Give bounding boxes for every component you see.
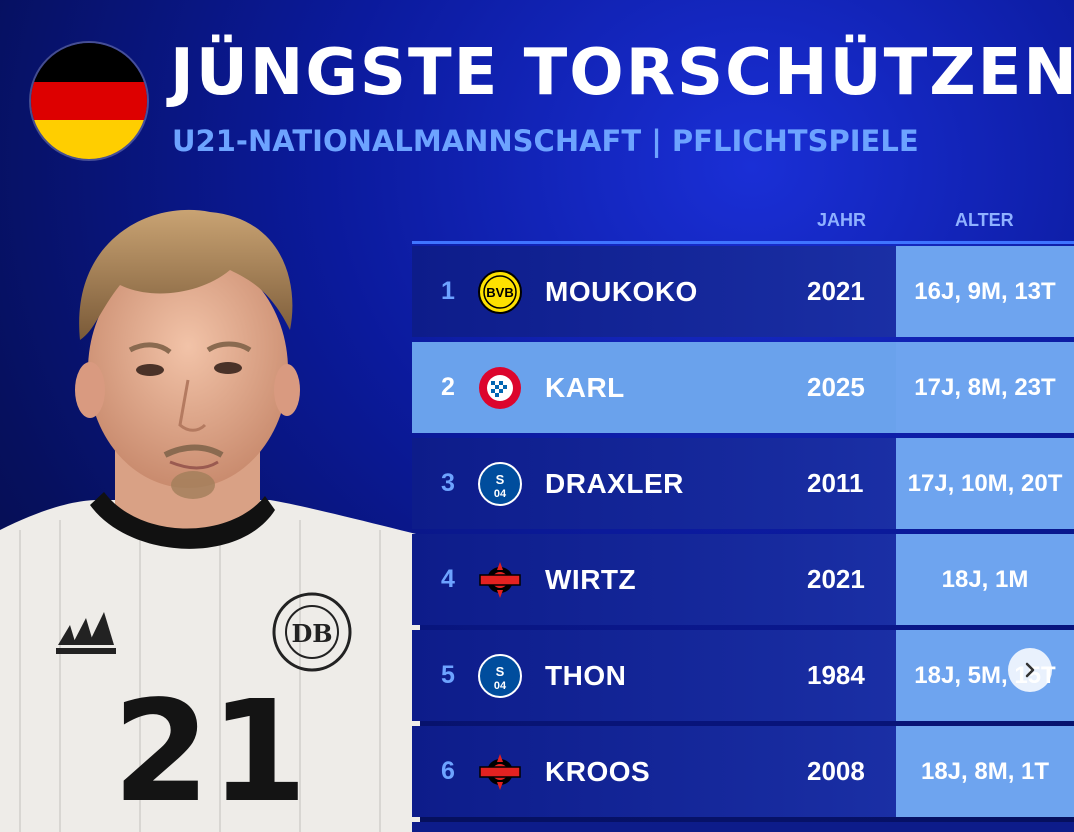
table-row: 6 KROOS 2008 18J, 8M, 1T — [412, 726, 1074, 817]
player-name: THON — [545, 660, 627, 691]
row-age: 18J, 1M — [941, 566, 1029, 593]
leverkusen-crest-icon — [479, 754, 521, 790]
table-row: 2 KARL 2025 17J, 8M, 23T — [412, 342, 1074, 433]
germany-flag-icon — [31, 43, 147, 159]
table-divider — [412, 241, 1074, 244]
next-slide-button[interactable] — [1008, 648, 1052, 692]
row-age: 17J, 8M, 23T — [914, 374, 1056, 401]
page-subtitle: U21-NATIONALMANNSCHAFT | PFLICHTSPIELE — [172, 124, 919, 158]
row-rank: 2 — [441, 373, 455, 401]
schalke-crest-icon: S 04 — [478, 462, 522, 506]
adidas-logo-icon — [56, 612, 116, 654]
row-rank: 3 — [441, 469, 455, 497]
chevron-right-icon — [1025, 662, 1035, 678]
row-year: 2021 — [807, 276, 865, 306]
column-header-age: ALTER — [955, 210, 1014, 230]
table-row: 5 S 04 THON 1984 18J, 5M, 15T — [412, 630, 1074, 721]
row-year: 2008 — [807, 756, 865, 786]
player-name: DRAXLER — [545, 468, 684, 499]
player-photo: DB 21 — [0, 209, 420, 832]
row-year: 2025 — [807, 372, 865, 402]
dfb-crest-icon: DB — [272, 592, 352, 672]
column-header-year: JAHR — [817, 210, 867, 230]
svg-text:DB: DB — [291, 619, 332, 648]
player-name: KARL — [545, 372, 625, 403]
player-name: KROOS — [545, 756, 651, 787]
schalke-crest-icon: S 04 — [478, 654, 522, 698]
row-age: 17J, 10M, 20T — [907, 470, 1063, 497]
bvb-crest-icon: BVB — [478, 270, 522, 314]
row-rank: 6 — [441, 757, 455, 785]
svg-text:S: S — [496, 472, 505, 487]
player-name: WIRTZ — [545, 564, 637, 595]
row-year: 1984 — [807, 660, 865, 690]
table-row: 3 S 04 DRAXLER 2011 17J, 10M, 20T — [412, 438, 1074, 529]
row-year: 2011 — [807, 468, 864, 498]
svg-text:BVB: BVB — [486, 285, 513, 300]
row-age: 16J, 9M, 13T — [914, 278, 1056, 305]
svg-text:04: 04 — [494, 488, 507, 500]
row-age: 18J, 8M, 1T — [920, 758, 1050, 785]
svg-text:04: 04 — [494, 680, 507, 692]
fc-bayern-crest-icon — [479, 367, 521, 409]
row-rank: 4 — [441, 565, 455, 593]
shirt-number: 21 — [113, 671, 308, 832]
svg-text:S: S — [496, 664, 505, 679]
leverkusen-crest-icon — [479, 562, 521, 598]
table-row-partial — [412, 822, 1074, 832]
row-year: 2021 — [807, 564, 865, 594]
player-name: MOUKOKO — [545, 276, 698, 307]
table-row: 1 BVB MOUKOKO 2021 16J, 9M, 13T — [412, 246, 1074, 337]
table-row: 4 WIRTZ 2021 18J, 1M — [412, 534, 1074, 625]
row-rank: 1 — [441, 277, 455, 305]
page-title: JÜNGSTE TORSCHÜTZEN — [170, 36, 1074, 110]
row-rank: 5 — [441, 661, 455, 689]
